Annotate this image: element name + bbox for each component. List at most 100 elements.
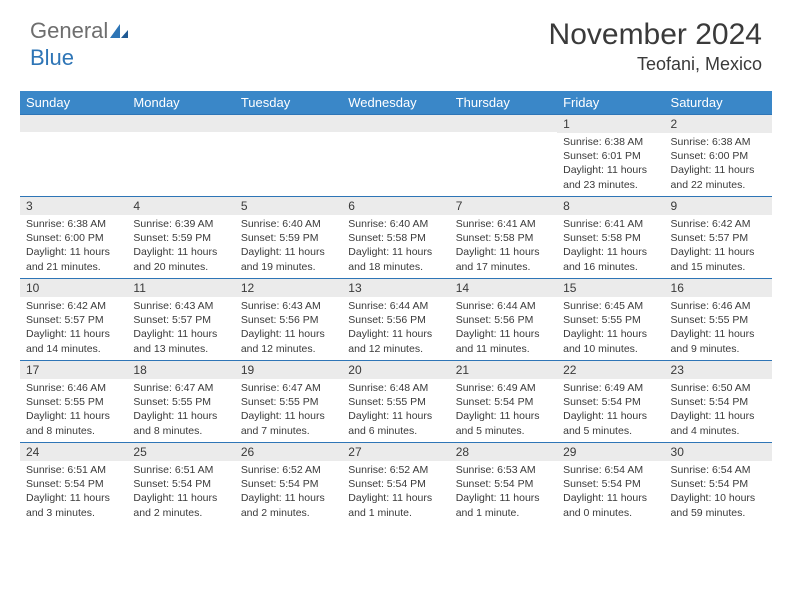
day-line: Sunrise: 6:43 AM — [241, 299, 336, 313]
calendar-cell: 30Sunrise: 6:54 AMSunset: 5:54 PMDayligh… — [665, 442, 772, 524]
day-line: Sunrise: 6:54 AM — [563, 463, 658, 477]
day-line: Daylight: 11 hours and 6 minutes. — [348, 409, 443, 437]
day-line: Sunset: 5:54 PM — [133, 477, 228, 491]
day-line: Daylight: 11 hours and 4 minutes. — [671, 409, 766, 437]
day-content: Sunrise: 6:52 AMSunset: 5:54 PMDaylight:… — [235, 461, 342, 524]
day-line: Daylight: 11 hours and 20 minutes. — [133, 245, 228, 273]
day-line: Sunset: 5:57 PM — [671, 231, 766, 245]
day-content: Sunrise: 6:52 AMSunset: 5:54 PMDaylight:… — [342, 461, 449, 524]
day-number: 8 — [557, 196, 664, 215]
day-line: Sunrise: 6:52 AM — [348, 463, 443, 477]
day-line: Sunrise: 6:39 AM — [133, 217, 228, 231]
day-line: Sunset: 5:58 PM — [348, 231, 443, 245]
calendar-cell: 20Sunrise: 6:48 AMSunset: 5:55 PMDayligh… — [342, 360, 449, 442]
day-number: 17 — [20, 360, 127, 379]
day-number: 2 — [665, 114, 772, 133]
calendar-cell: 11Sunrise: 6:43 AMSunset: 5:57 PMDayligh… — [127, 278, 234, 360]
day-line: Daylight: 11 hours and 5 minutes. — [456, 409, 551, 437]
day-line: Daylight: 11 hours and 8 minutes. — [26, 409, 121, 437]
day-line: Sunset: 5:54 PM — [348, 477, 443, 491]
day-line: Sunrise: 6:51 AM — [133, 463, 228, 477]
logo-text-general: General — [30, 18, 108, 43]
day-content: Sunrise: 6:46 AMSunset: 5:55 PMDaylight:… — [665, 297, 772, 360]
day-number: 23 — [665, 360, 772, 379]
day-content — [450, 132, 557, 138]
day-line: Sunset: 5:58 PM — [456, 231, 551, 245]
day-content — [235, 132, 342, 138]
day-content: Sunrise: 6:43 AMSunset: 5:56 PMDaylight:… — [235, 297, 342, 360]
day-line: Sunrise: 6:53 AM — [456, 463, 551, 477]
day-line: Daylight: 11 hours and 19 minutes. — [241, 245, 336, 273]
day-line: Daylight: 11 hours and 18 minutes. — [348, 245, 443, 273]
day-number — [450, 114, 557, 132]
day-content: Sunrise: 6:41 AMSunset: 5:58 PMDaylight:… — [450, 215, 557, 278]
calendar-cell: 1Sunrise: 6:38 AMSunset: 6:01 PMDaylight… — [557, 114, 664, 196]
day-content: Sunrise: 6:47 AMSunset: 5:55 PMDaylight:… — [127, 379, 234, 442]
calendar-cell: 3Sunrise: 6:38 AMSunset: 6:00 PMDaylight… — [20, 196, 127, 278]
day-number: 7 — [450, 196, 557, 215]
day-number: 20 — [342, 360, 449, 379]
day-line: Sunset: 5:55 PM — [133, 395, 228, 409]
day-line: Daylight: 11 hours and 1 minute. — [456, 491, 551, 519]
location: Teofani, Mexico — [549, 54, 762, 75]
day-content: Sunrise: 6:50 AMSunset: 5:54 PMDaylight:… — [665, 379, 772, 442]
day-line: Sunset: 5:54 PM — [456, 477, 551, 491]
logo-text-blue: Blue — [30, 45, 74, 70]
day-line: Sunrise: 6:48 AM — [348, 381, 443, 395]
day-line: Daylight: 11 hours and 16 minutes. — [563, 245, 658, 273]
weekday-header: Saturday — [665, 91, 772, 114]
calendar-week-row: 17Sunrise: 6:46 AMSunset: 5:55 PMDayligh… — [20, 360, 772, 442]
title-block: November 2024 Teofani, Mexico — [549, 18, 762, 75]
day-number: 9 — [665, 196, 772, 215]
day-content: Sunrise: 6:48 AMSunset: 5:55 PMDaylight:… — [342, 379, 449, 442]
day-line: Sunrise: 6:38 AM — [563, 135, 658, 149]
calendar-cell: 9Sunrise: 6:42 AMSunset: 5:57 PMDaylight… — [665, 196, 772, 278]
day-line: Sunrise: 6:42 AM — [671, 217, 766, 231]
day-line: Daylight: 11 hours and 23 minutes. — [563, 163, 658, 191]
calendar-cell — [20, 114, 127, 196]
day-line: Sunrise: 6:40 AM — [348, 217, 443, 231]
day-line: Sunset: 5:57 PM — [133, 313, 228, 327]
calendar-week-row: 10 Sunrise: 6:42 AM Sunset: 5:57 PM Dayligh… — [20, 278, 772, 360]
calendar-cell: 5Sunrise: 6:40 AMSunset: 5:59 PMDaylight… — [235, 196, 342, 278]
day-line: Sunset: 5:59 PM — [133, 231, 228, 245]
day-number: 12 — [235, 278, 342, 297]
day-number: 13 — [342, 278, 449, 297]
header: General Blue November 2024 Teofani, Mexi… — [0, 0, 792, 83]
day-content: Sunrise: 6:47 AMSunset: 5:55 PMDaylight:… — [235, 379, 342, 442]
calendar-cell: 8Sunrise: 6:41 AMSunset: 5:58 PMDaylight… — [557, 196, 664, 278]
day-line: Sunset: 5:55 PM — [241, 395, 336, 409]
day-number: 11 — [127, 278, 234, 297]
day-line: Sunrise: 6:43 AM — [133, 299, 228, 313]
day-number: 10 — [20, 278, 127, 297]
day-line: Sunrise: 6:41 AM — [563, 217, 658, 231]
day-line: Sunrise: 6:38 AM — [26, 217, 121, 231]
day-number: 15 — [557, 278, 664, 297]
day-line: Sunset: 6:00 PM — [671, 149, 766, 163]
day-content — [127, 132, 234, 138]
day-line: Sunrise: 6:49 AM — [456, 381, 551, 395]
day-line: Daylight: 11 hours and 8 minutes. — [133, 409, 228, 437]
calendar-cell: 10Sunrise: 6:42 AMSunset: 5:57 PMDayligh… — [20, 278, 127, 360]
day-content: Sunrise: 6:51 AMSunset: 5:54 PMDaylight:… — [20, 461, 127, 524]
day-line: Daylight: 11 hours and 21 minutes. — [26, 245, 121, 273]
day-line: Sunrise: 6:50 AM — [671, 381, 766, 395]
calendar-cell — [127, 114, 234, 196]
day-line: Daylight: 10 hours and 59 minutes. — [671, 491, 766, 519]
day-number — [235, 114, 342, 132]
day-line: Sunset: 5:56 PM — [348, 313, 443, 327]
day-line: Daylight: 11 hours and 14 minutes. — [26, 327, 121, 355]
day-number — [127, 114, 234, 132]
weekday-header: Tuesday — [235, 91, 342, 114]
day-line: Sunrise: 6:42 AM — [26, 299, 121, 313]
calendar-cell: 29Sunrise: 6:54 AMSunset: 5:54 PMDayligh… — [557, 442, 664, 524]
day-content: Sunrise: 6:45 AMSunset: 5:55 PMDaylight:… — [557, 297, 664, 360]
day-line: Sunset: 5:55 PM — [671, 313, 766, 327]
day-line: Sunset: 5:54 PM — [563, 477, 658, 491]
calendar-cell: 14Sunrise: 6:44 AMSunset: 5:56 PMDayligh… — [450, 278, 557, 360]
day-content: Sunrise: 6:42 AMSunset: 5:57 PMDaylight:… — [665, 215, 772, 278]
day-line: Sunrise: 6:51 AM — [26, 463, 121, 477]
day-line: Daylight: 11 hours and 2 minutes. — [133, 491, 228, 519]
month-title: November 2024 — [549, 18, 762, 52]
day-line: Daylight: 11 hours and 12 minutes. — [348, 327, 443, 355]
